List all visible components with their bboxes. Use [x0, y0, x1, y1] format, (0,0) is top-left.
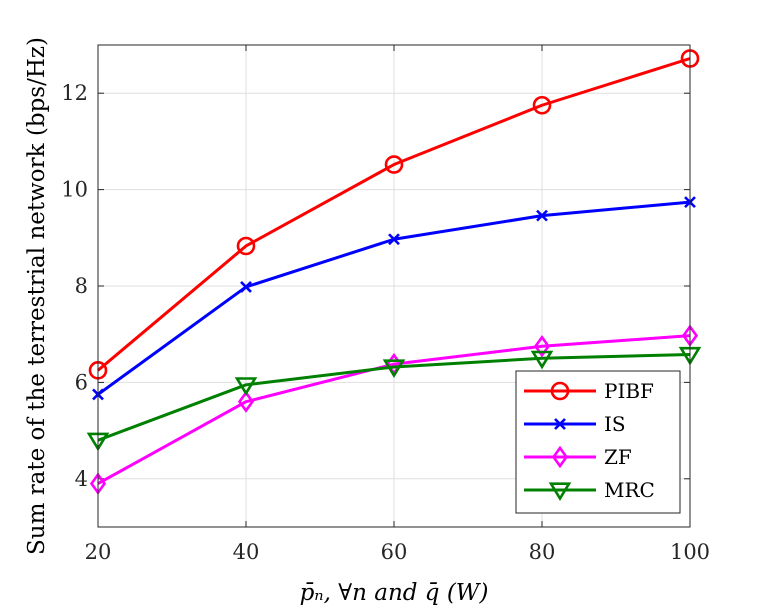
x-axis-label-text: p̄ₙ, ∀n and q̄ (W) — [300, 580, 489, 606]
data-point-is-stroke — [388, 233, 400, 246]
data-point-mrc — [234, 377, 258, 396]
legend-label-zf: ZF — [604, 445, 632, 469]
y-tick-label: 8 — [75, 274, 88, 298]
x-tick-label: 60 — [381, 540, 408, 564]
legend-marker-pibf — [550, 381, 570, 401]
series-layer — [86, 49, 702, 495]
plot-frame — [97, 44, 691, 528]
legend-marker-mrc — [548, 482, 572, 502]
data-point-is — [388, 233, 400, 246]
x-tick-label: 20 — [85, 540, 112, 564]
y-tick-label: 10 — [61, 178, 88, 202]
legend-marker-is-stroke — [554, 418, 566, 430]
data-point-zf — [237, 390, 255, 413]
x-tick-label: 80 — [529, 540, 556, 564]
series-line-pibf — [97, 57, 691, 372]
x-tick-label: 100 — [670, 540, 710, 564]
series-line-mrc — [97, 352, 691, 442]
y-axis-label: Sum rate of the terrestrial network (bps… — [24, 37, 50, 555]
data-point-is — [536, 209, 548, 222]
y-tick-label: 6 — [75, 370, 88, 394]
legend-label-pibf: PIBF — [604, 379, 654, 403]
series-is — [92, 196, 696, 401]
series-line-zf — [97, 334, 691, 485]
data-point-pibf — [236, 236, 256, 256]
legend-item-mrc: MRC — [524, 478, 655, 502]
tick-labels: 20 40 60 80 100 4 6 8 10 12 — [61, 81, 710, 564]
data-point-is — [240, 281, 252, 293]
data-point-is-stroke — [240, 281, 252, 293]
legend-item-pibf: PIBF — [524, 379, 654, 403]
legend-marker-is — [554, 418, 566, 430]
legend-label-mrc: MRC — [604, 478, 655, 502]
y-tick-label: 4 — [75, 467, 88, 491]
data-point-mrc — [382, 359, 406, 379]
legend-item-zf: ZF — [524, 445, 632, 469]
legend-marker-zf — [551, 445, 569, 469]
data-point-pibf — [532, 95, 552, 115]
data-point-pibf — [384, 155, 404, 174]
legend-item-is: IS — [524, 412, 626, 436]
x-axis-label: p̄ₙ, ∀n and q̄ (W) — [300, 580, 489, 606]
data-point-zf — [533, 335, 551, 358]
legend: PIBF IS ZF MRC — [515, 370, 681, 514]
x-tick-label: 40 — [233, 540, 260, 564]
data-point-is-stroke — [536, 209, 548, 222]
y-tick-label: 12 — [61, 81, 88, 105]
legend-label-is: IS — [604, 412, 626, 436]
data-point-mrc — [530, 350, 554, 370]
